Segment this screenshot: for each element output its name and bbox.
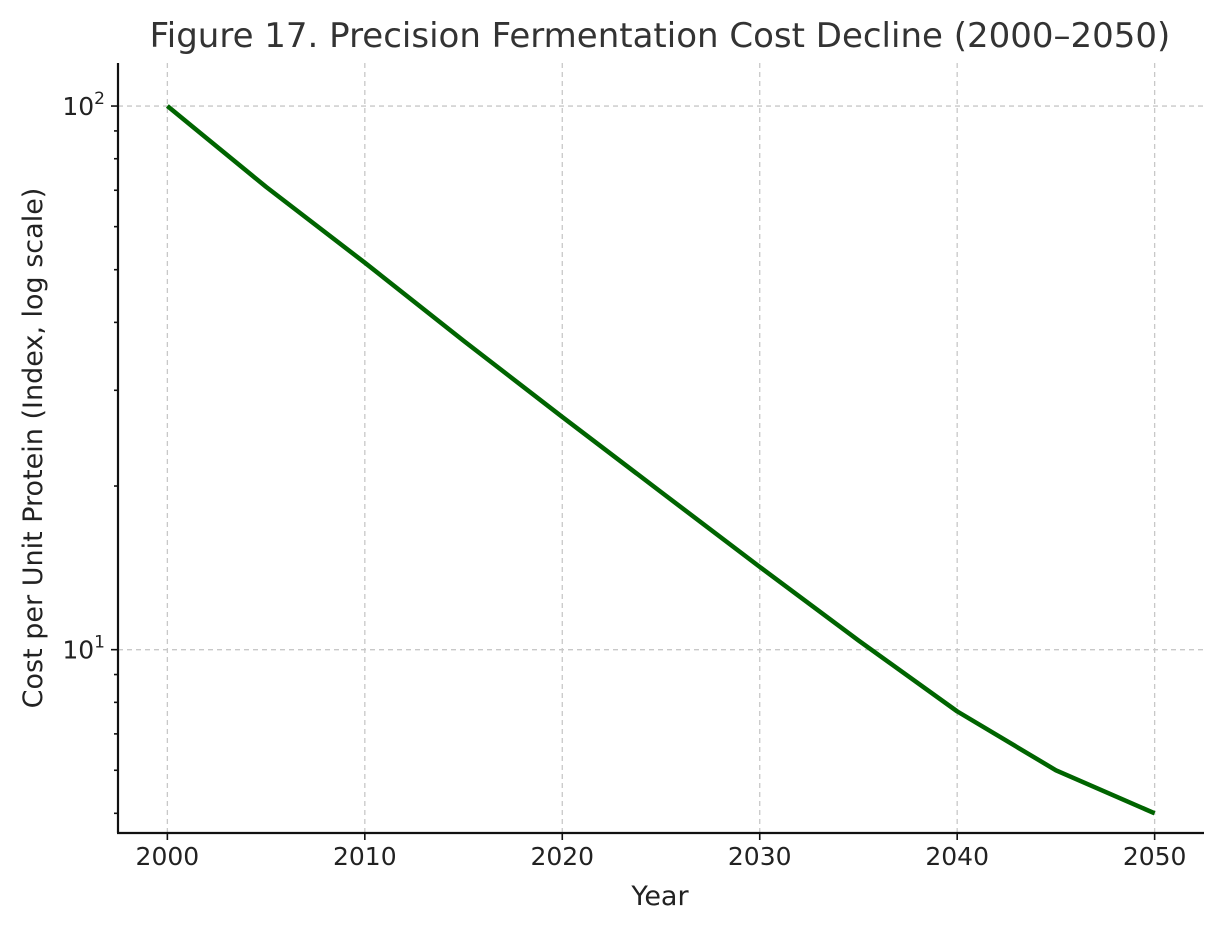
y-tick-label: 102 — [62, 89, 105, 121]
x-axis-label: Year — [630, 881, 689, 912]
y-tick-labels: 101 102 — [62, 89, 105, 665]
chart-title: Figure 17. Precision Fermentation Cost D… — [150, 16, 1171, 56]
grid — [118, 63, 1204, 833]
series-line — [165, 104, 1156, 816]
tick-marks — [111, 105, 1156, 840]
x-tick-label: 2000 — [136, 842, 200, 871]
x-tick-label: 2030 — [728, 842, 792, 871]
x-tick-labels: 2000 2010 2020 2030 2040 2050 — [136, 842, 1187, 871]
y-tick-label: 101 — [62, 633, 105, 665]
y-axis-label: Cost per Unit Protein (Index, log scale) — [18, 188, 49, 709]
x-tick-label: 2010 — [333, 842, 397, 871]
plot-series — [165, 104, 1156, 816]
x-tick-label: 2040 — [925, 842, 989, 871]
x-tick-label: 2050 — [1123, 842, 1187, 871]
x-tick-label: 2020 — [530, 842, 594, 871]
axes — [116, 63, 1204, 835]
